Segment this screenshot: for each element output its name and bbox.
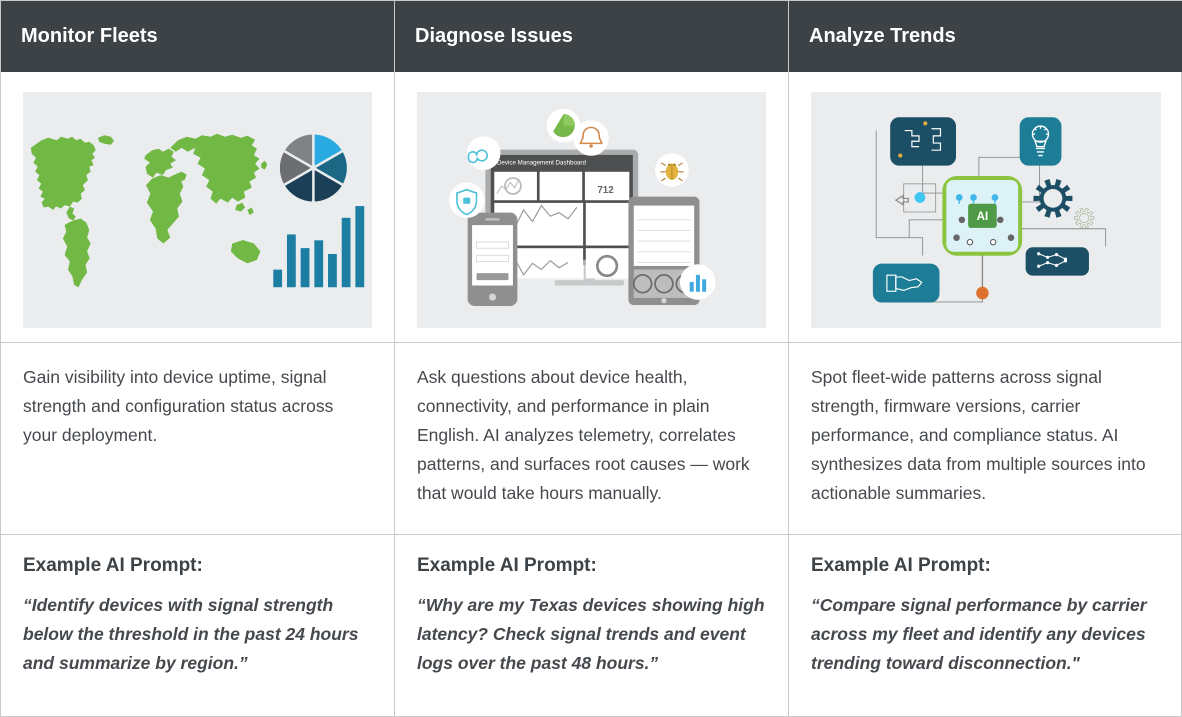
svg-text:712: 712 bbox=[597, 185, 614, 196]
svg-text:AI: AI bbox=[977, 210, 989, 223]
svg-text:Device Management Dashboard: Device Management Dashboard bbox=[497, 160, 587, 167]
